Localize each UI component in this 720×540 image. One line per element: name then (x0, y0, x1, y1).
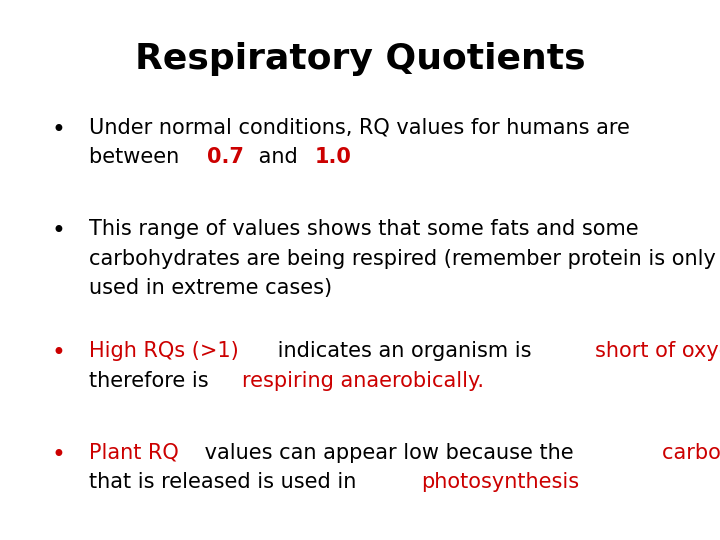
Text: between: between (89, 147, 186, 167)
Text: •: • (52, 341, 66, 365)
Text: High RQs (>1): High RQs (>1) (89, 341, 239, 361)
Text: 1.0: 1.0 (315, 147, 352, 167)
Text: photosynthesis: photosynthesis (422, 472, 580, 492)
Text: Under normal conditions, RQ values for humans are: Under normal conditions, RQ values for h… (89, 118, 630, 138)
Text: therefore is: therefore is (89, 370, 215, 390)
Text: carbohydrates are being respired (remember protein is only: carbohydrates are being respired (rememb… (89, 249, 716, 269)
Text: 0.7: 0.7 (207, 147, 243, 167)
Text: respiring anaerobically.: respiring anaerobically. (243, 370, 485, 390)
Text: used in extreme cases): used in extreme cases) (89, 278, 333, 298)
Text: Respiratory Quotients: Respiratory Quotients (135, 42, 585, 76)
Text: •: • (52, 443, 66, 467)
Text: •: • (52, 118, 66, 141)
Text: •: • (52, 219, 66, 243)
Text: carbon dioxide: carbon dioxide (662, 443, 720, 463)
Text: short of oxygen: short of oxygen (595, 341, 720, 361)
Text: values can appear low because the: values can appear low because the (198, 443, 580, 463)
Text: and: and (251, 147, 304, 167)
Text: indicates an organism is: indicates an organism is (271, 341, 538, 361)
Text: that is released is used in: that is released is used in (89, 472, 364, 492)
Text: This range of values shows that some fats and some: This range of values shows that some fat… (89, 219, 639, 239)
Text: Plant RQ: Plant RQ (89, 443, 179, 463)
